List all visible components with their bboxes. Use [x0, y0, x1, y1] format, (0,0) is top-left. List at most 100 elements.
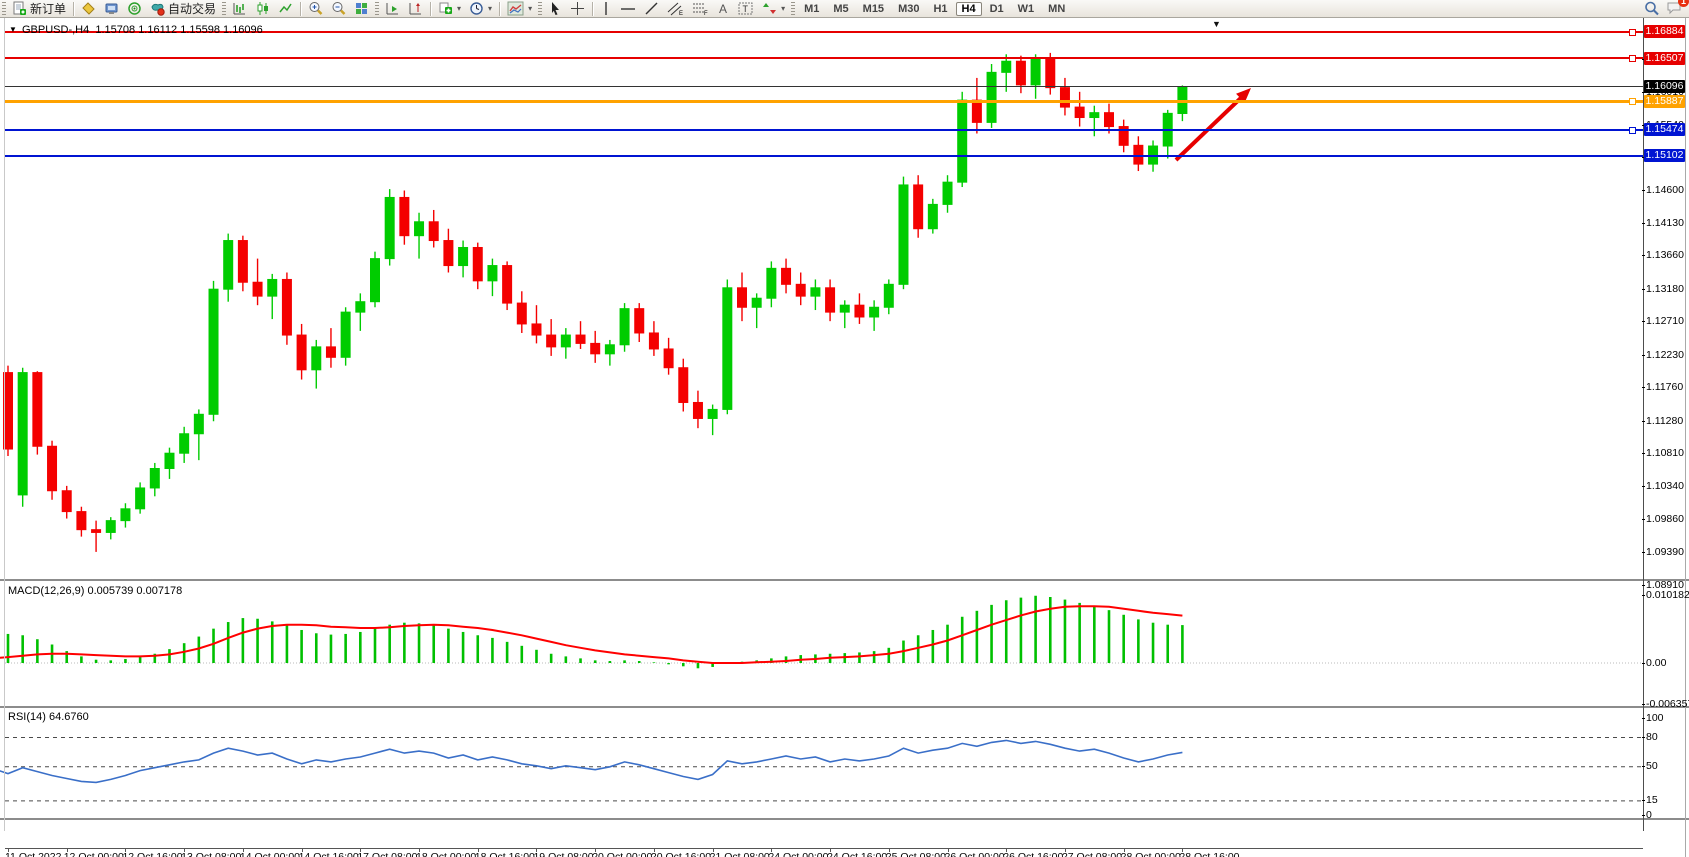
trendline-button[interactable]	[640, 1, 663, 17]
notification-badge: 1	[1677, 0, 1689, 7]
candle	[105, 517, 116, 540]
cursor-button[interactable]	[544, 1, 566, 17]
candle-chart-button[interactable]	[251, 1, 274, 17]
new-order-button[interactable]: 新订单	[8, 1, 70, 17]
metaeditor-button[interactable]	[77, 1, 100, 17]
rsi-pane-canvas[interactable]	[0, 708, 1643, 818]
rsi-tick-label: 50	[1642, 760, 1658, 773]
trend-arrow-head[interactable]	[1236, 88, 1251, 103]
chart-style-icon	[507, 1, 524, 16]
horizontal-level-line-1.16507[interactable]	[5, 55, 1643, 62]
candle	[414, 212, 425, 259]
candle	[648, 321, 659, 356]
chevron-down-icon: ▾	[488, 4, 493, 13]
candle-chart-icon	[257, 2, 269, 15]
candle	[560, 328, 571, 359]
line-chart-button[interactable]	[274, 1, 297, 17]
time-tick	[184, 848, 186, 852]
pane-separator[interactable]	[0, 706, 1689, 709]
toolbar-grip	[791, 1, 796, 16]
candle	[839, 300, 850, 329]
timeframe-button-m1[interactable]: M1	[804, 2, 820, 15]
trend-arrow-line[interactable]	[1174, 92, 1247, 162]
time-tick-label: 28 Oct 16:00	[1179, 851, 1240, 857]
horizontal-level-line-1.16884[interactable]	[5, 28, 1643, 36]
line-handle[interactable]	[1629, 97, 1636, 105]
collapse-arrow-icon[interactable]: ▼	[9, 25, 17, 34]
fibonacci-icon: F	[693, 3, 708, 16]
timeframe-button-d1[interactable]: D1	[989, 2, 1004, 15]
timeframe-button-w1[interactable]: W1	[1017, 2, 1035, 15]
candle	[76, 506, 87, 537]
pane-separator[interactable]	[0, 818, 1689, 821]
timeframe-button-m5[interactable]: M5	[833, 2, 849, 15]
terminal-button[interactable]	[100, 1, 123, 17]
chevron-down-icon: ▾	[781, 4, 786, 13]
line-handle[interactable]	[1629, 55, 1636, 62]
candle	[692, 390, 703, 429]
vertical-line-button[interactable]	[596, 1, 616, 17]
time-tick	[66, 848, 68, 852]
bar-chart-icon	[233, 3, 246, 15]
price-badge-1.15474: 1.15474	[1644, 123, 1685, 137]
svg-text:T: T	[743, 4, 749, 14]
timeframe-button-mn[interactable]: MN	[1048, 2, 1066, 15]
auto-scroll-button[interactable]	[381, 1, 404, 17]
candle	[575, 321, 586, 349]
chevron-down-icon: ▾	[457, 4, 462, 13]
time-tick	[712, 848, 714, 852]
zoom-in-button[interactable]	[304, 1, 327, 17]
fibonacci-button[interactable]: F	[688, 1, 713, 17]
horizontal-line-button[interactable]	[616, 1, 640, 17]
candle	[619, 303, 630, 352]
timeframe-button-m15[interactable]: M15	[862, 2, 885, 15]
price-tick-label: 1.13660	[1642, 249, 1684, 262]
text-label-button[interactable]: T	[734, 1, 758, 17]
timeframe-button-h4[interactable]: H4	[955, 1, 982, 16]
horizontal-level-line-1.15887[interactable]	[5, 97, 1643, 105]
chart-shift-button[interactable]	[404, 1, 427, 17]
candle	[179, 426, 190, 463]
chart-style-button[interactable]: ▾	[503, 1, 536, 17]
horizontal-level-line-1.15102[interactable]	[5, 154, 1643, 157]
chart-shift-marker[interactable]: ▼	[1212, 19, 1221, 29]
price-tick-label: 1.10340	[1642, 480, 1684, 493]
crosshair-button[interactable]	[566, 1, 589, 17]
candle	[707, 404, 718, 436]
period-button[interactable]: ▾	[465, 1, 496, 17]
pane-separator[interactable]	[0, 579, 1689, 582]
bar-chart-button[interactable]	[228, 1, 251, 17]
horizontal-level-line-1.16096[interactable]	[5, 86, 1643, 87]
candle	[1089, 105, 1100, 137]
strategy-tester-button[interactable]	[123, 1, 146, 17]
auto-trading-button[interactable]: 自动交易	[146, 1, 220, 17]
horizontal-level-line-1.15474[interactable]	[5, 126, 1643, 134]
search-icon[interactable]	[1644, 1, 1660, 16]
candle	[546, 319, 557, 356]
text-button[interactable]: A	[713, 1, 734, 17]
line-handle[interactable]	[1629, 126, 1636, 134]
time-tick-label: 14 Oct 00:00	[239, 851, 300, 857]
timeframe-button-m30[interactable]: M30	[898, 2, 920, 15]
new-chart-button[interactable]: ▾	[434, 1, 465, 17]
candle	[737, 272, 747, 322]
timeframe-button-h1[interactable]: H1	[933, 2, 948, 15]
svg-text:A: A	[719, 2, 727, 16]
price-badge-1.16507: 1.16507	[1644, 51, 1685, 65]
candle	[1074, 91, 1085, 127]
notifications-button[interactable]: 1	[1666, 0, 1689, 18]
macd-pane-canvas[interactable]	[0, 582, 1643, 706]
line-handle[interactable]	[1629, 28, 1636, 36]
candle	[267, 273, 278, 320]
candle	[325, 328, 336, 368]
tile-windows-button[interactable]	[350, 1, 373, 17]
candle	[751, 293, 762, 329]
candle	[678, 358, 689, 412]
price-chart-canvas[interactable]	[0, 18, 1643, 579]
price-tick-label: 1.12710	[1642, 315, 1684, 328]
time-tick-label: 21 Oct 08:00	[709, 851, 770, 857]
candle	[854, 293, 865, 324]
zoom-out-button[interactable]	[327, 1, 350, 17]
equidistant-channel-button[interactable]: E	[663, 1, 688, 17]
arrows-button[interactable]: ▾	[758, 1, 789, 17]
